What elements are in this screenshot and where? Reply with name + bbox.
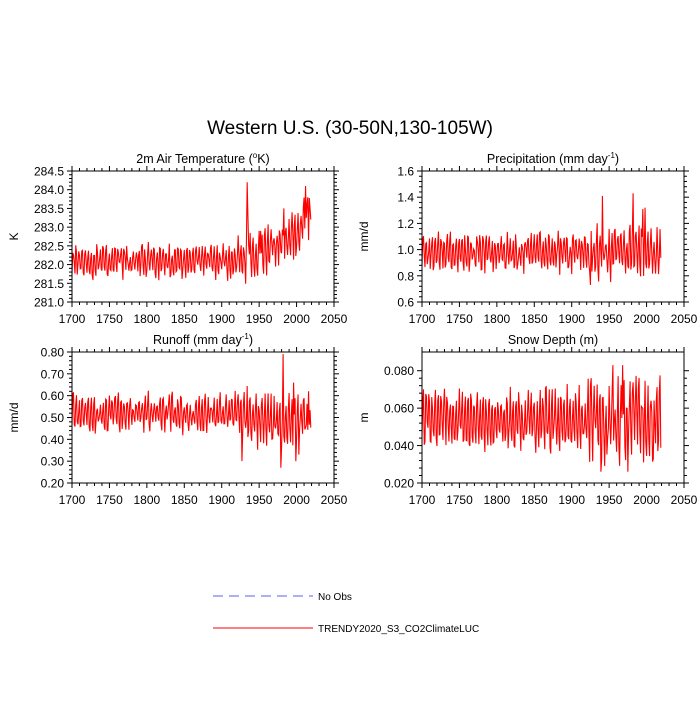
panel-title: Runoff (mm day-1) <box>153 332 253 347</box>
y-tick-label: 0.40 <box>41 433 65 447</box>
x-tick-label: 1800 <box>134 312 161 326</box>
y-tick-label: 1.2 <box>397 217 414 231</box>
plot-frame <box>71 351 335 484</box>
x-tick-label: 1950 <box>596 493 623 507</box>
y-axis-label: mm/d <box>7 403 21 433</box>
y-tick-label: 1.4 <box>397 191 414 205</box>
y-axis-label: m <box>357 413 371 423</box>
x-tick-label: 2050 <box>671 312 698 326</box>
plot-frame <box>421 351 685 484</box>
panel-3: Runoff (mm day-1) mm/d 1700 1750 1800 1850 190… <box>7 332 348 507</box>
y-tick-label: 1.0 <box>397 243 414 257</box>
x-tick-label: 1900 <box>558 493 585 507</box>
x-tick-label: 1800 <box>484 493 511 507</box>
series-line-1 <box>421 193 662 286</box>
x-tick-label: 1900 <box>208 312 235 326</box>
x-tick-label: 2050 <box>321 312 348 326</box>
legend: No Obs TRENDY2020_S3_CO2ClimateLUC <box>213 592 479 635</box>
x-tick-label: 1700 <box>409 312 436 326</box>
y-tick-label: 282.0 <box>34 258 64 272</box>
x-tick-label: 1700 <box>59 312 86 326</box>
figure-title: Western U.S. (30-50N,130-105W) <box>207 118 493 139</box>
x-tick-label: 1800 <box>484 312 511 326</box>
x-tick-label: 1850 <box>521 312 548 326</box>
x-tick-label: 1950 <box>596 312 623 326</box>
y-tick-label: 0.80 <box>41 346 65 360</box>
y-tick-label: 0.30 <box>41 455 65 469</box>
x-tick-label: 1850 <box>171 493 198 507</box>
y-tick-label: 281.0 <box>34 296 64 310</box>
x-tick-label: 1700 <box>409 493 436 507</box>
panel-title: Snow Depth (m) <box>508 333 598 347</box>
panel-4: Snow Depth (m) m 1700 1750 1800 1850 1900 1950 2… <box>357 333 698 507</box>
x-tick-label: 1800 <box>134 493 161 507</box>
panel-2: Precipitation (mm day-1) mm/d 1700 1750 1800… <box>357 151 698 326</box>
x-tick-label: 2050 <box>671 493 698 507</box>
y-tick-label: 284.0 <box>34 183 64 197</box>
series-line-1 <box>71 182 312 284</box>
panel-title: 2m Air Temperature (oK) <box>136 151 269 166</box>
y-tick-label: 0.040 <box>384 439 414 453</box>
y-axis-label: K <box>7 232 21 240</box>
y-tick-label: 283.0 <box>34 221 64 235</box>
legend-label-no-obs: No Obs <box>318 592 352 603</box>
x-tick-label: 1750 <box>96 493 123 507</box>
x-tick-label: 1850 <box>171 312 198 326</box>
x-tick-label: 2000 <box>283 493 310 507</box>
y-tick-label: 0.8 <box>397 269 414 283</box>
y-tick-label: 1.6 <box>397 165 414 179</box>
x-tick-label: 1900 <box>558 312 585 326</box>
x-tick-label: 2050 <box>321 493 348 507</box>
plot-frame <box>71 170 335 303</box>
y-tick-label: 0.060 <box>384 402 414 416</box>
y-tick-label: 281.5 <box>34 277 64 291</box>
y-axis-label: mm/d <box>357 222 371 252</box>
y-tick-label: 284.5 <box>34 165 64 179</box>
y-tick-label: 0.70 <box>41 367 65 381</box>
series-line-1 <box>71 354 312 468</box>
x-tick-label: 1750 <box>446 312 473 326</box>
x-tick-label: 2000 <box>283 312 310 326</box>
x-tick-label: 1700 <box>59 493 86 507</box>
y-tick-label: 0.080 <box>384 364 414 378</box>
series-line-1 <box>421 365 662 472</box>
panel-title: Precipitation (mm day-1) <box>487 151 619 166</box>
x-tick-label: 1750 <box>446 493 473 507</box>
y-tick-label: 0.020 <box>384 477 414 491</box>
x-tick-label: 1950 <box>246 312 273 326</box>
x-tick-label: 1750 <box>96 312 123 326</box>
x-tick-label: 1900 <box>208 493 235 507</box>
y-tick-label: 0.20 <box>41 477 65 491</box>
plot-frame <box>421 170 685 303</box>
x-tick-label: 1850 <box>521 493 548 507</box>
y-tick-label: 0.60 <box>41 389 65 403</box>
panel-1: 2m Air Temperature (oK) K 1700 1750 1800 1850… <box>7 151 348 326</box>
legend-label-model: TRENDY2020_S3_CO2ClimateLUC <box>318 624 479 635</box>
x-tick-label: 2000 <box>633 493 660 507</box>
x-tick-label: 1950 <box>246 493 273 507</box>
y-tick-label: 0.50 <box>41 411 65 425</box>
y-tick-label: 283.5 <box>34 202 64 216</box>
y-tick-label: 282.5 <box>34 239 64 253</box>
x-tick-label: 2000 <box>633 312 660 326</box>
y-tick-label: 0.6 <box>397 296 414 310</box>
